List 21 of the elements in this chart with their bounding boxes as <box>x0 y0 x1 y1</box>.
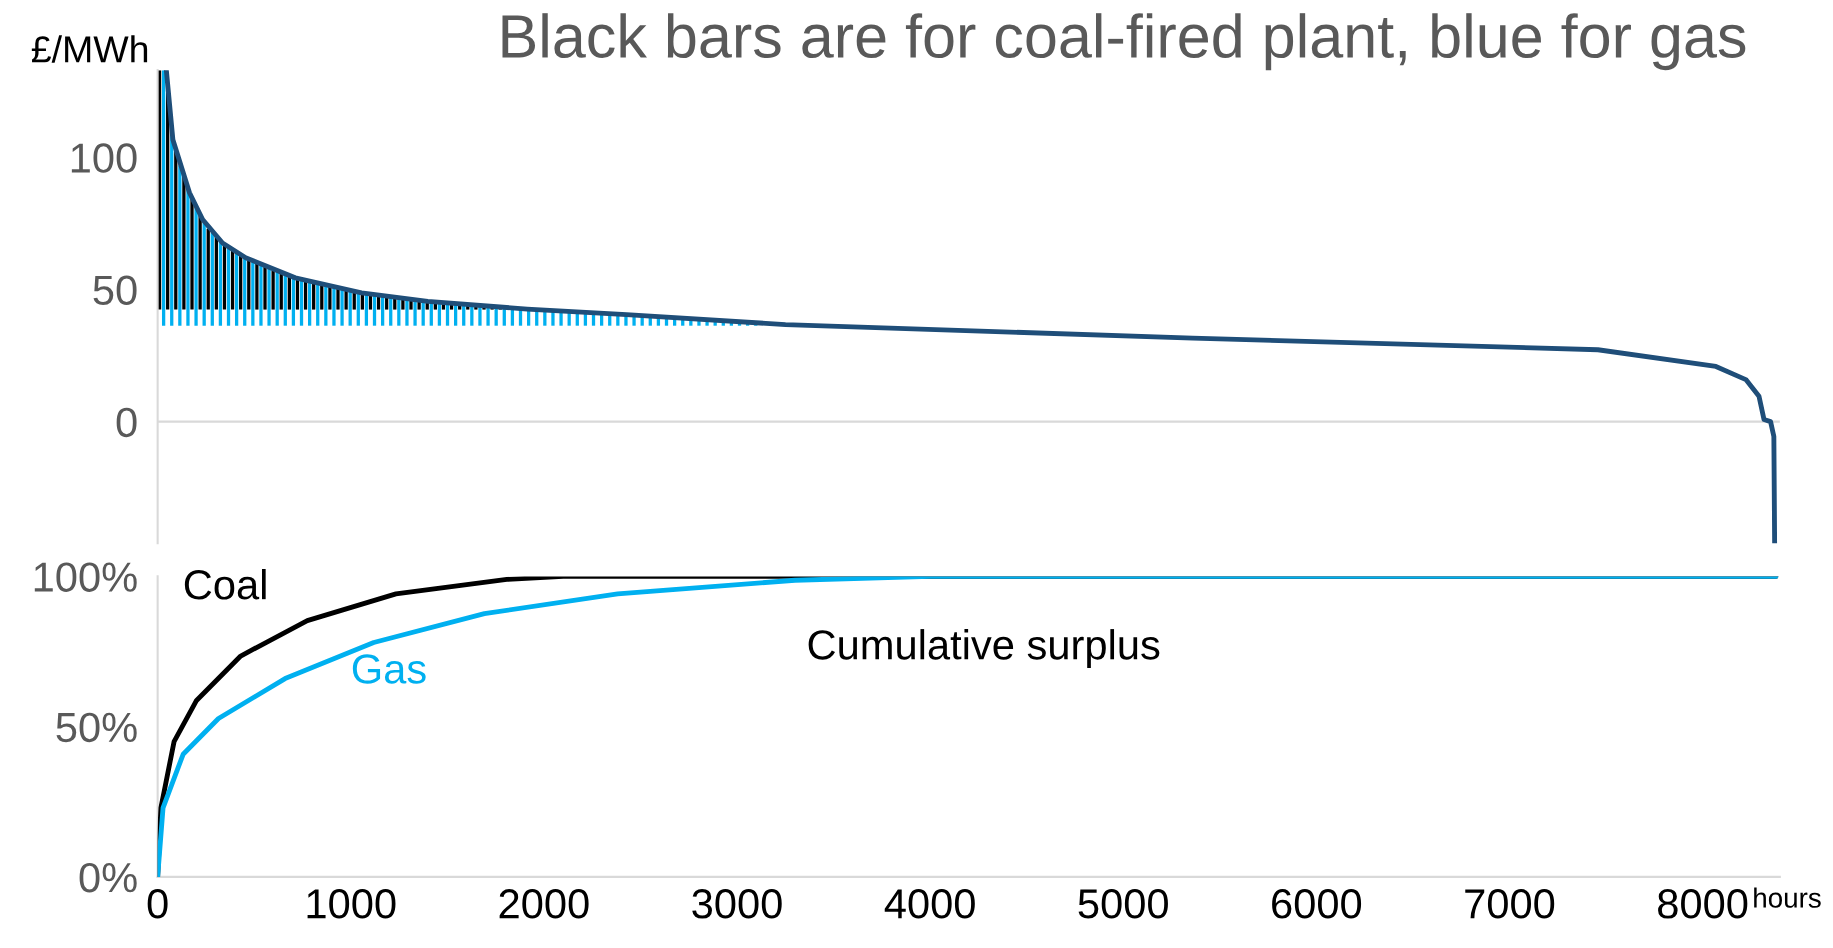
y-tick-label: 50 <box>93 275 137 306</box>
x-tick-label: 6000 <box>1272 889 1362 919</box>
x-tick-label: 0 <box>147 889 168 919</box>
x-tick-label: 7000 <box>1465 889 1555 919</box>
x-tick-label: 5000 <box>1078 889 1168 919</box>
x-tick-label: 8000 <box>1658 889 1748 919</box>
y-tick-label: 0 <box>116 407 137 438</box>
y-tick-label: 100 <box>71 143 137 173</box>
x-tick-label: 2000 <box>499 889 589 919</box>
y-tick-label: 100% <box>34 562 137 592</box>
y-axis-title: £/MWh <box>31 35 148 63</box>
series-label: Coal <box>184 568 266 600</box>
x-axis-title: hours <box>1754 887 1821 908</box>
series-label: Gas <box>352 654 426 684</box>
y-tick-label: 0% <box>79 862 137 893</box>
y-tick-label: 50% <box>56 712 137 743</box>
chart-title: Black bars are for coal-fired plant, blue for gas <box>502 13 1746 71</box>
x-tick-label: 4000 <box>884 889 975 919</box>
x-tick-label: 3000 <box>692 889 782 919</box>
x-tick-label: 1000 <box>307 889 396 919</box>
annotation: Cumulative surplus <box>808 629 1160 668</box>
